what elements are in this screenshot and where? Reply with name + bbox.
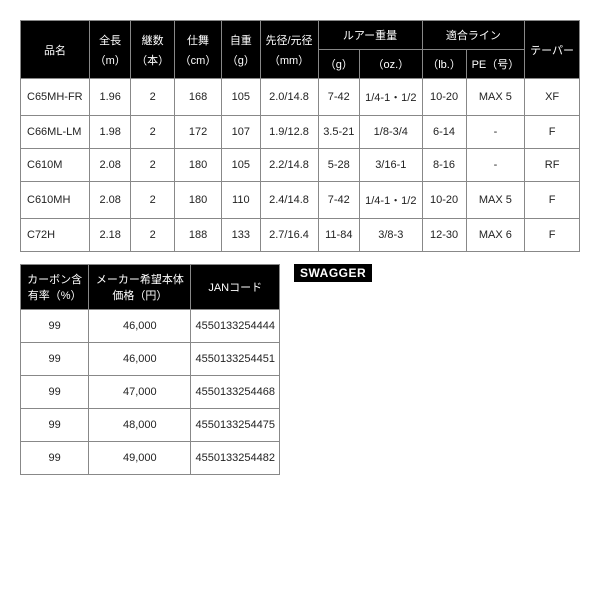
col-line: 適合ライン — [422, 21, 525, 50]
cell-name: C72H — [21, 219, 90, 252]
cell-lure_oz: 1/4-1・1/2 — [360, 79, 422, 116]
cell-jan: 4550133254482 — [191, 442, 280, 475]
cell-pieces: 2 — [131, 219, 174, 252]
cell-lure_g: 11-84 — [318, 219, 360, 252]
cell-taper: RF — [525, 149, 580, 182]
col-pieces: 継数（本） — [131, 21, 174, 79]
cell-taper: XF — [525, 79, 580, 116]
cell-carbon: 99 — [21, 409, 89, 442]
cell-price: 47,000 — [89, 376, 191, 409]
cell-line_lb: 8-16 — [422, 149, 466, 182]
table-row: 9946,0004550133254451 — [21, 343, 280, 376]
cell-carbon: 99 — [21, 442, 89, 475]
table-row: 9948,0004550133254475 — [21, 409, 280, 442]
cell-jan: 4550133254468 — [191, 376, 280, 409]
cell-price: 46,000 — [89, 310, 191, 343]
col-lure: ルアー重量 — [318, 21, 422, 50]
cell-pieces: 2 — [131, 116, 174, 149]
col-taper: テーパー — [525, 21, 580, 79]
cell-price: 49,000 — [89, 442, 191, 475]
cell-lure_oz: 1/4-1・1/2 — [360, 182, 422, 219]
cell-carbon: 99 — [21, 310, 89, 343]
cell-length: 1.96 — [89, 79, 131, 116]
cell-tip: 2.0/14.8 — [260, 79, 318, 116]
table-row: 9949,0004550133254482 — [21, 442, 280, 475]
cell-tip: 2.4/14.8 — [260, 182, 318, 219]
cell-taper: F — [525, 219, 580, 252]
cell-line_lb: 10-20 — [422, 79, 466, 116]
cell-weight: 110 — [222, 182, 260, 219]
cell-tip: 2.7/16.4 — [260, 219, 318, 252]
cell-pieces: 2 — [131, 79, 174, 116]
col-name: 品名 — [21, 21, 90, 79]
cell-jan: 4550133254475 — [191, 409, 280, 442]
cell-line_lb: 10-20 — [422, 182, 466, 219]
col-line-lb: （lb.） — [422, 50, 466, 79]
col-length: 全長（m） — [89, 21, 131, 79]
cell-pieces: 2 — [131, 149, 174, 182]
swagger-label: SWAGGER — [294, 264, 372, 282]
col-lure-g: （g） — [318, 50, 360, 79]
cell-closed: 168 — [174, 79, 221, 116]
cell-name: C66ML-LM — [21, 116, 90, 149]
cell-closed: 172 — [174, 116, 221, 149]
cell-line_lb: 12-30 — [422, 219, 466, 252]
cell-tip: 2.2/14.8 — [260, 149, 318, 182]
col-jan: JANコード — [191, 265, 280, 310]
col-closed: 仕舞（cm） — [174, 21, 221, 79]
cell-carbon: 99 — [21, 376, 89, 409]
table-row: 9946,0004550133254444 — [21, 310, 280, 343]
cell-line_pe: MAX 5 — [466, 79, 525, 116]
cell-line_pe: - — [466, 149, 525, 182]
col-lure-oz: （oz.） — [360, 50, 422, 79]
cell-lure_g: 3.5-21 — [318, 116, 360, 149]
cell-taper: F — [525, 182, 580, 219]
cell-name: C65MH-FR — [21, 79, 90, 116]
cell-carbon: 99 — [21, 343, 89, 376]
cell-line_pe: MAX 5 — [466, 182, 525, 219]
col-line-pe: PE（号） — [466, 50, 525, 79]
cell-jan: 4550133254444 — [191, 310, 280, 343]
cell-lure_oz: 3/8-3 — [360, 219, 422, 252]
cell-closed: 180 — [174, 149, 221, 182]
col-tip: 先径/元径（mm） — [260, 21, 318, 79]
table-row: C66ML-LM1.9821721071.9/12.83.5-211/8-3/4… — [21, 116, 580, 149]
cell-pieces: 2 — [131, 182, 174, 219]
table-row: C610MH2.0821801102.4/14.87-421/4-1・1/210… — [21, 182, 580, 219]
specs-table-secondary: カーボン含有率（%） メーカー希望本体価格（円） JANコード 9946,000… — [20, 264, 280, 475]
cell-weight: 133 — [222, 219, 260, 252]
table-row: C72H2.1821881332.7/16.411-843/8-312-30MA… — [21, 219, 580, 252]
cell-taper: F — [525, 116, 580, 149]
col-price: メーカー希望本体価格（円） — [89, 265, 191, 310]
cell-name: C610M — [21, 149, 90, 182]
cell-weight: 105 — [222, 79, 260, 116]
cell-closed: 180 — [174, 182, 221, 219]
cell-lure_g: 5-28 — [318, 149, 360, 182]
cell-closed: 188 — [174, 219, 221, 252]
cell-lure_g: 7-42 — [318, 182, 360, 219]
table-row: C65MH-FR1.9621681052.0/14.87-421/4-1・1/2… — [21, 79, 580, 116]
cell-line_pe: - — [466, 116, 525, 149]
cell-length: 1.98 — [89, 116, 131, 149]
table-row: 9947,0004550133254468 — [21, 376, 280, 409]
table-row: C610M2.0821801052.2/14.85-283/16-18-16-R… — [21, 149, 580, 182]
cell-lure_oz: 1/8-3/4 — [360, 116, 422, 149]
cell-lure_oz: 3/16-1 — [360, 149, 422, 182]
cell-jan: 4550133254451 — [191, 343, 280, 376]
cell-weight: 105 — [222, 149, 260, 182]
col-carbon: カーボン含有率（%） — [21, 265, 89, 310]
cell-tip: 1.9/12.8 — [260, 116, 318, 149]
cell-weight: 107 — [222, 116, 260, 149]
cell-length: 2.08 — [89, 149, 131, 182]
cell-length: 2.08 — [89, 182, 131, 219]
cell-line_lb: 6-14 — [422, 116, 466, 149]
cell-length: 2.18 — [89, 219, 131, 252]
cell-line_pe: MAX 6 — [466, 219, 525, 252]
cell-lure_g: 7-42 — [318, 79, 360, 116]
cell-price: 46,000 — [89, 343, 191, 376]
specs-table-main: 品名 全長（m） 継数（本） 仕舞（cm） 自重（g） 先径/元径（mm） ルア… — [20, 20, 580, 252]
cell-price: 48,000 — [89, 409, 191, 442]
cell-name: C610MH — [21, 182, 90, 219]
col-weight: 自重（g） — [222, 21, 260, 79]
